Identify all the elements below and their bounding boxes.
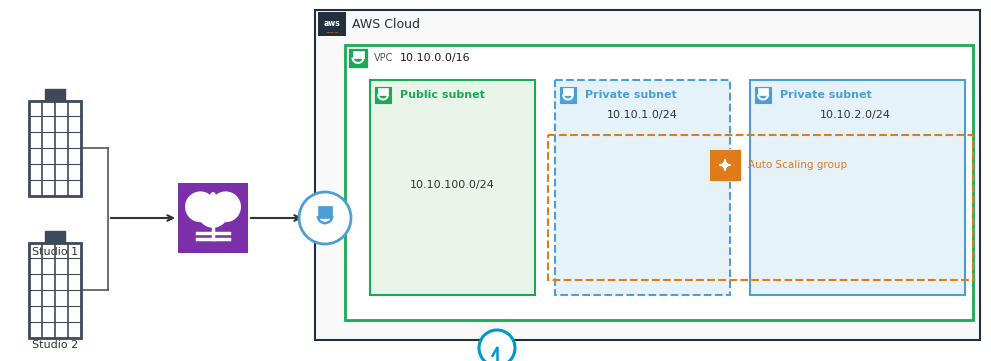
Text: Private subnet: Private subnet bbox=[780, 90, 872, 100]
Text: 10.10.0.0/16: 10.10.0.0/16 bbox=[400, 53, 471, 63]
FancyBboxPatch shape bbox=[555, 80, 730, 295]
FancyBboxPatch shape bbox=[315, 10, 980, 340]
Text: Public subnet: Public subnet bbox=[400, 90, 485, 100]
FancyBboxPatch shape bbox=[378, 88, 387, 95]
Circle shape bbox=[197, 197, 228, 228]
FancyBboxPatch shape bbox=[750, 80, 965, 295]
FancyBboxPatch shape bbox=[348, 48, 368, 68]
Text: Studio 1: Studio 1 bbox=[32, 247, 78, 257]
Circle shape bbox=[210, 191, 241, 222]
Circle shape bbox=[185, 191, 216, 222]
Circle shape bbox=[223, 192, 228, 198]
Text: 10.10.1.0/24: 10.10.1.0/24 bbox=[606, 110, 678, 120]
FancyBboxPatch shape bbox=[754, 86, 772, 104]
FancyBboxPatch shape bbox=[563, 88, 573, 95]
Text: Private subnet: Private subnet bbox=[585, 90, 677, 100]
FancyBboxPatch shape bbox=[758, 88, 768, 95]
Text: ~~~: ~~~ bbox=[325, 30, 339, 35]
FancyBboxPatch shape bbox=[193, 205, 233, 217]
Circle shape bbox=[299, 192, 351, 244]
FancyBboxPatch shape bbox=[45, 89, 65, 100]
FancyBboxPatch shape bbox=[345, 45, 973, 320]
FancyBboxPatch shape bbox=[45, 231, 65, 243]
FancyBboxPatch shape bbox=[318, 206, 332, 218]
FancyBboxPatch shape bbox=[374, 86, 392, 104]
Text: AWS Cloud: AWS Cloud bbox=[352, 17, 420, 30]
Text: VPC: VPC bbox=[374, 53, 393, 63]
FancyBboxPatch shape bbox=[370, 80, 535, 295]
Text: Auto Scaling group: Auto Scaling group bbox=[748, 160, 847, 170]
Text: 10.10.100.0/24: 10.10.100.0/24 bbox=[409, 180, 495, 190]
Text: Studio 2: Studio 2 bbox=[32, 340, 78, 350]
Circle shape bbox=[197, 192, 203, 198]
FancyBboxPatch shape bbox=[178, 183, 248, 253]
FancyBboxPatch shape bbox=[709, 149, 741, 181]
FancyBboxPatch shape bbox=[559, 86, 577, 104]
Circle shape bbox=[479, 330, 515, 361]
Circle shape bbox=[210, 192, 216, 198]
FancyBboxPatch shape bbox=[353, 51, 364, 58]
Text: aws: aws bbox=[324, 19, 340, 29]
Text: 10.10.2.0/24: 10.10.2.0/24 bbox=[820, 110, 891, 120]
FancyBboxPatch shape bbox=[318, 12, 346, 36]
